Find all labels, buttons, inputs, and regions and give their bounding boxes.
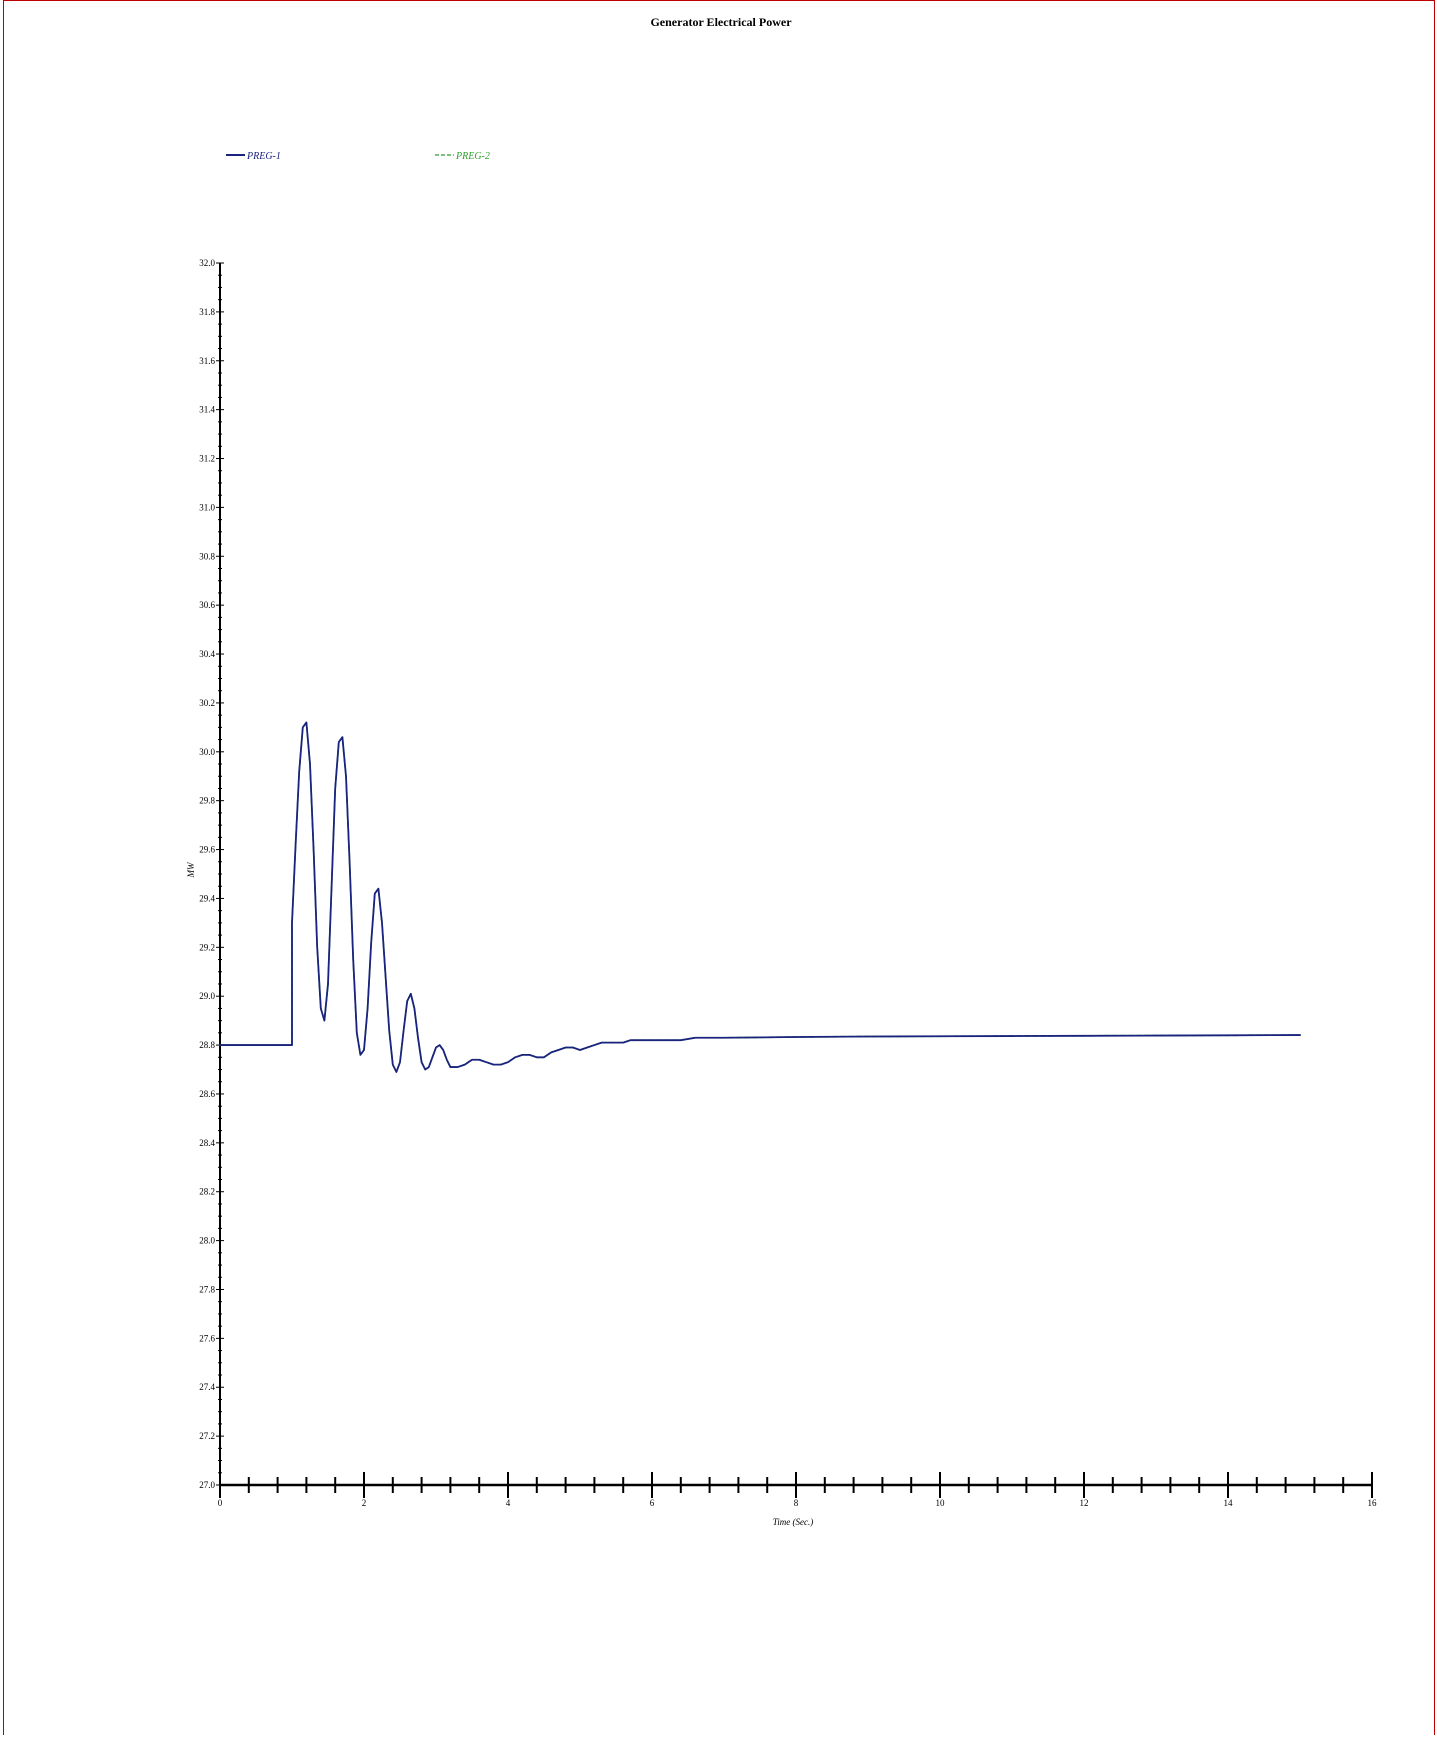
x-tick-label: 2 — [362, 1498, 367, 1508]
chart-frame — [3, 0, 1435, 1735]
x-tick-label: 4 — [506, 1498, 511, 1508]
x-axis-title: Time (Sec.) — [773, 1517, 814, 1527]
series-layer — [219, 721, 1301, 1073]
x-tick-label: 8 — [794, 1498, 799, 1508]
y-tick-label: 27.4 — [199, 1382, 215, 1392]
y-tick-label: 27.2 — [199, 1431, 215, 1441]
y-tick-label: 31.4 — [199, 405, 215, 415]
y-tick-label: 30.4 — [199, 649, 215, 659]
y-tick-label: 29.8 — [199, 796, 215, 806]
y-tick-label: 32.0 — [199, 258, 215, 268]
y-tick-label: 28.6 — [199, 1089, 215, 1099]
y-tick-label: 29.0 — [199, 991, 215, 1001]
y-tick-label: 28.0 — [199, 1236, 215, 1246]
legend: PREG-1 PREG-2 — [226, 151, 490, 162]
y-tick-label: 28.8 — [199, 1040, 215, 1050]
y-tick-label: 29.6 — [199, 845, 215, 855]
y-tick-label: 29.4 — [199, 893, 215, 903]
y-axis-title: MW — [186, 861, 196, 878]
series-line-preg-2 — [219, 721, 1301, 1073]
x-axis: 0 2 4 6 8 10 12 14 16 — [218, 1472, 1377, 1508]
x-tick-label: 0 — [218, 1498, 223, 1508]
y-tick-label: 28.4 — [199, 1138, 215, 1148]
y-tick-label: 31.6 — [199, 356, 215, 366]
x-tick-label: 14 — [1224, 1498, 1234, 1508]
y-tick-label: 30.8 — [199, 551, 215, 561]
x-tick-label: 12 — [1080, 1498, 1089, 1508]
y-axis: 27.0 27.2 27.4 27.6 27.8 28.0 28.2 28.4 28.6 28.8… — [199, 258, 224, 1490]
legend-label-preg-2: PREG-2 — [455, 151, 490, 162]
y-tick-label: 30.6 — [199, 600, 215, 610]
y-tick-label: 31.2 — [199, 454, 215, 464]
y-tick-label: 30.0 — [199, 747, 215, 757]
y-tick-label: 28.2 — [199, 1187, 215, 1197]
x-tick-label: 16 — [1368, 1498, 1378, 1508]
y-tick-label: 27.0 — [199, 1480, 215, 1490]
y-tick-label: 27.8 — [199, 1284, 215, 1294]
y-tick-label: 31.0 — [199, 502, 215, 512]
y-tick-label: 31.8 — [199, 307, 215, 317]
y-tick-label: 27.6 — [199, 1333, 215, 1343]
legend-label-preg-1: PREG-1 — [246, 151, 281, 162]
x-tick-label: 6 — [650, 1498, 655, 1508]
y-tick-label: 29.2 — [199, 942, 215, 952]
y-tick-label: 30.2 — [199, 698, 215, 708]
x-tick-label: 10 — [936, 1498, 946, 1508]
series-line-preg-1 — [219, 721, 1301, 1073]
chart-title: Generator Electrical Power — [650, 15, 792, 29]
